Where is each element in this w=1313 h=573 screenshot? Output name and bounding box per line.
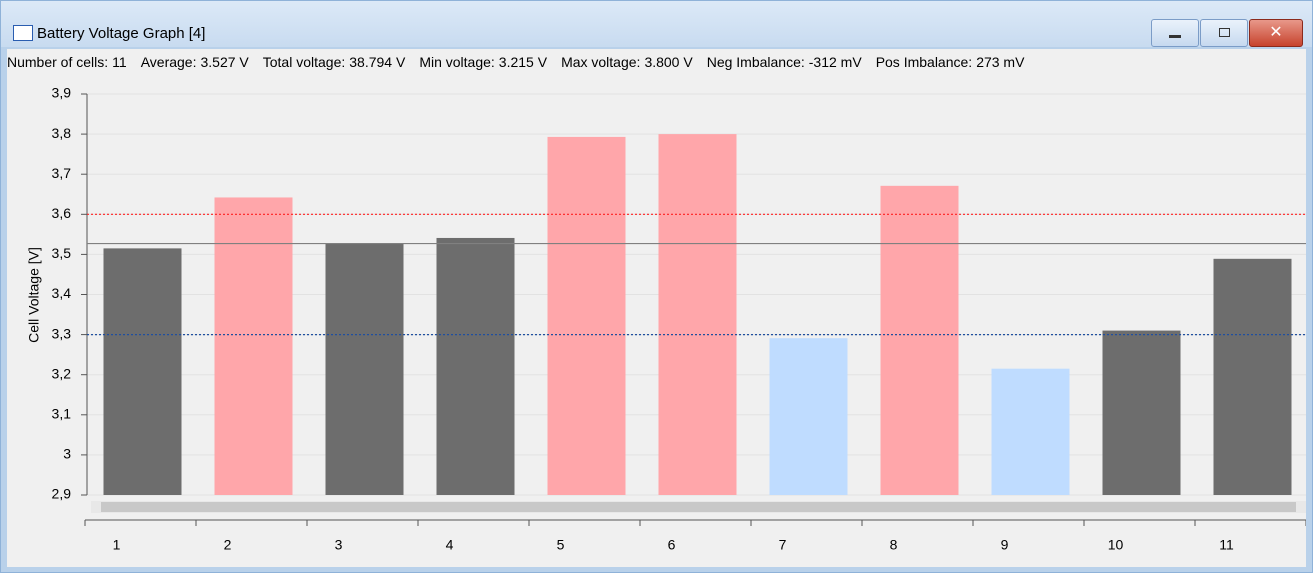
x-tick-label: 10	[1108, 537, 1124, 553]
stat-label: Max voltage:	[561, 54, 641, 70]
stat-value: -312 mV	[808, 54, 862, 70]
y-tick-label: 3,2	[52, 365, 72, 381]
y-axis-label: Cell Voltage [V]	[26, 247, 42, 343]
bar	[769, 338, 848, 495]
stat-value: 11	[112, 54, 127, 70]
x-tick-label: 5	[557, 537, 565, 553]
bar	[991, 368, 1070, 495]
y-tick-label: 3,6	[52, 205, 72, 221]
stat-label: Number of cells:	[7, 54, 109, 70]
app-icon	[13, 25, 33, 41]
y-tick-label: 3,9	[52, 85, 72, 101]
stat-label: Min voltage:	[419, 54, 495, 70]
y-tick-label: 3,7	[52, 165, 72, 181]
stat-value: 3.800 V	[644, 54, 693, 70]
stat-value: 273 mV	[976, 54, 1025, 70]
stat-label: Pos Imbalance:	[875, 54, 973, 70]
x-tick-label: 3	[335, 537, 343, 553]
bar	[547, 136, 626, 496]
minimize-button[interactable]	[1151, 19, 1199, 47]
window-title: Battery Voltage Graph [4]	[37, 25, 206, 42]
y-tick-label: 3,3	[52, 325, 72, 341]
bar	[658, 134, 737, 495]
x-tick-label: 6	[668, 537, 676, 553]
stat-value: 3.527 V	[200, 54, 249, 70]
bar	[1213, 258, 1292, 495]
x-tick-label: 9	[1001, 537, 1009, 553]
stat-value: 3.215 V	[498, 54, 548, 70]
stat-value: 38.794 V	[349, 54, 406, 70]
bar	[325, 243, 404, 495]
chart: Cell Voltage [V] 2,9 3 3,1 3,2 3,3 3,4 3,5 3,6 3…	[7, 75, 1306, 567]
bar	[103, 248, 182, 495]
bar	[436, 237, 515, 496]
stats-bar: Number of cells: 11 Average: 3.527 V Total v…	[7, 49, 1306, 75]
bar	[880, 185, 959, 495]
bar	[1102, 330, 1181, 495]
x-tick-label: 11	[1219, 537, 1234, 553]
y-tick-label: 2,9	[52, 486, 72, 502]
y-tick-label: 3,4	[52, 285, 72, 301]
scrollbar-thumb	[101, 502, 1296, 512]
x-tick-label: 4	[446, 537, 454, 553]
x-tick-label: 2	[224, 537, 232, 553]
y-tick-label: 3	[63, 446, 71, 462]
stat-label: Average:	[140, 54, 197, 70]
y-tick-label: 3,8	[52, 125, 72, 141]
title-bar: Battery Voltage Graph [4] ✕	[1, 1, 1312, 47]
maximize-button[interactable]	[1200, 19, 1248, 47]
y-tick-label: 3,5	[52, 245, 72, 261]
stat-label: Total voltage:	[262, 54, 346, 70]
x-tick-label: 8	[890, 537, 898, 553]
x-tick-label: 1	[113, 537, 121, 553]
stat-label: Neg Imbalance:	[706, 54, 805, 70]
x-tick-label: 7	[779, 537, 787, 553]
close-button[interactable]: ✕	[1249, 19, 1303, 47]
y-tick-label: 3,1	[52, 406, 72, 422]
bar	[214, 197, 293, 495]
